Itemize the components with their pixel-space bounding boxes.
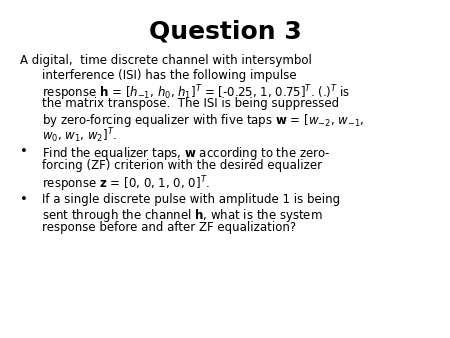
- Text: by zero-forcing equalizer with five taps $\bf{w}$ = [$w_{-2}$, $w_{-1}$,: by zero-forcing equalizer with five taps…: [42, 112, 364, 129]
- Text: Question 3: Question 3: [148, 20, 302, 44]
- Text: If a single discrete pulse with amplitude 1 is being: If a single discrete pulse with amplitud…: [42, 193, 340, 206]
- Text: response $\bf{h}$ = [$h_{-1}$, $h_0$, $h_1$]$^T$ = [-0.25, 1, 0.75]$^T$. (.)$^T$: response $\bf{h}$ = [$h_{-1}$, $h_0$, $h…: [42, 83, 351, 103]
- Text: Find the equalizer taps, $\bf{w}$ according to the zero-: Find the equalizer taps, $\bf{w}$ accord…: [42, 145, 330, 162]
- Text: A digital,  time discrete channel with intersymbol: A digital, time discrete channel with in…: [20, 54, 312, 67]
- Text: response before and after ZF equalization?: response before and after ZF equalizatio…: [42, 221, 296, 235]
- Text: •: •: [20, 145, 28, 158]
- Text: sent through the channel $\bf{h}$, what is the system: sent through the channel $\bf{h}$, what …: [42, 207, 323, 224]
- Text: interference (ISI) has the following impulse: interference (ISI) has the following imp…: [42, 69, 297, 81]
- Text: the matrix transpose.  The ISI is being suppressed: the matrix transpose. The ISI is being s…: [42, 97, 339, 111]
- Text: response $\bf{z}$ = [0, 0, 1, 0, 0]$^T$.: response $\bf{z}$ = [0, 0, 1, 0, 0]$^T$.: [42, 174, 210, 194]
- Text: forcing (ZF) criterion with the desired equalizer: forcing (ZF) criterion with the desired …: [42, 160, 322, 172]
- Text: •: •: [20, 193, 28, 206]
- Text: $w_0$, $w_1$, $w_2$]$^T$.: $w_0$, $w_1$, $w_2$]$^T$.: [42, 126, 117, 145]
